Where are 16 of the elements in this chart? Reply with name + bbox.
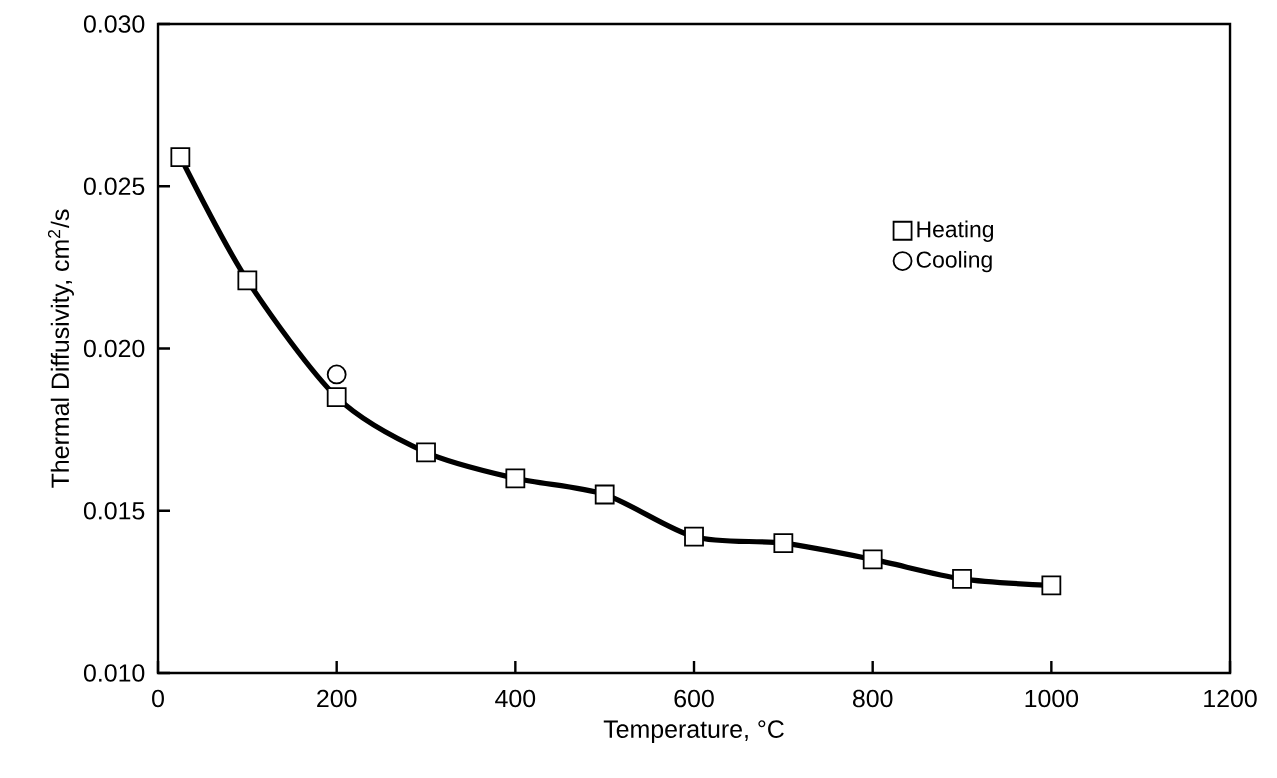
x-tick-label: 400 — [495, 689, 536, 708]
legend-label: Heating — [917, 220, 994, 242]
y-tick-label: 0.010 — [83, 664, 145, 682]
legend-label: Cooling — [916, 250, 992, 273]
y-tick-label: 0.025 — [83, 177, 145, 196]
y-tick-label: 0.015 — [83, 501, 145, 520]
y-tick-label: 0.020 — [83, 339, 145, 358]
x-axis-title: Temperature, °C — [603, 720, 784, 743]
x-tick-label: 1200 — [1204, 689, 1257, 708]
y-axis-title: Thermal Diffusivity, cm$^{2}$/s — [47, 209, 74, 488]
x-tick-label: 600 — [674, 689, 714, 708]
x-tick-label: 800 — [853, 689, 893, 708]
x-tick-label: 0 — [152, 689, 164, 708]
x-tick-label: 1000 — [1025, 689, 1079, 708]
y-tick-label: 0.030 — [83, 15, 145, 33]
x-tick-label: 200 — [317, 689, 357, 708]
